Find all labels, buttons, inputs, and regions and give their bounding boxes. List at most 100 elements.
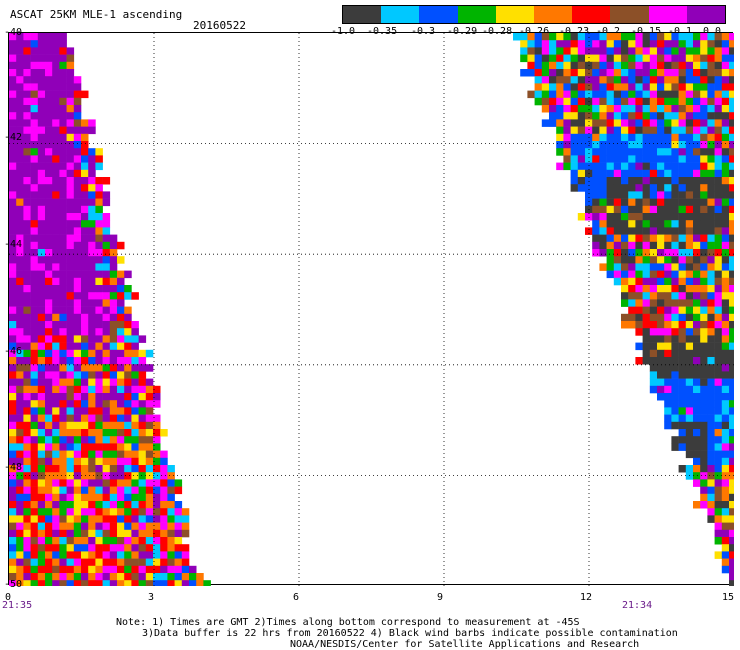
data-cell <box>729 76 734 84</box>
data-cell <box>37 277 46 286</box>
data-cell <box>721 285 730 293</box>
data-cell <box>671 126 679 135</box>
data-cell <box>95 385 103 394</box>
data-cell <box>721 486 730 495</box>
data-cell <box>73 400 82 408</box>
data-cell <box>23 205 31 214</box>
data-cell <box>37 54 46 63</box>
data-cell <box>628 270 636 279</box>
data-cell <box>37 501 46 509</box>
data-cell <box>657 393 665 401</box>
data-cell <box>73 90 82 99</box>
data-cell <box>16 573 24 581</box>
data-cell <box>570 83 579 91</box>
data-cell <box>628 119 636 127</box>
data-cell <box>700 349 708 358</box>
data-cell <box>671 76 679 84</box>
data-cell <box>81 472 89 480</box>
data-cell <box>671 40 679 48</box>
data-cell <box>37 205 46 214</box>
data-cell <box>642 76 651 84</box>
data-cell <box>729 378 734 387</box>
data-cell <box>88 465 96 473</box>
data-cell <box>621 105 629 113</box>
data-cell <box>729 335 734 343</box>
data-cell <box>102 364 111 372</box>
data-cell <box>95 472 103 480</box>
data-cell <box>649 112 658 120</box>
data-cell <box>52 126 60 135</box>
data-cell <box>700 177 708 185</box>
data-cell <box>549 97 557 106</box>
data-cell <box>563 76 571 84</box>
data-cell <box>45 177 53 185</box>
data-cell <box>73 285 82 293</box>
data-cell <box>45 486 53 495</box>
data-cell <box>124 371 132 379</box>
legend-label: -0.2 <box>596 26 621 37</box>
data-cell <box>671 306 679 315</box>
data-cell <box>721 364 730 372</box>
data-cell <box>678 378 687 387</box>
data-cell <box>45 155 53 163</box>
data-cell <box>9 285 17 293</box>
data-cell <box>52 400 60 408</box>
data-cell <box>37 306 46 315</box>
data-cell <box>23 436 31 444</box>
data-cell <box>66 141 75 149</box>
data-cell <box>160 529 168 538</box>
data-cell <box>88 371 96 379</box>
data-cell <box>664 76 672 84</box>
data-cell <box>189 565 197 574</box>
data-cell <box>66 234 75 243</box>
data-cell <box>714 198 723 207</box>
data-cell <box>73 522 82 531</box>
data-cell <box>145 393 154 401</box>
data-cell <box>59 537 67 545</box>
data-cell <box>577 162 586 171</box>
data-cell <box>664 285 672 293</box>
data-cell <box>102 335 111 343</box>
data-cell <box>664 40 672 48</box>
data-cell <box>95 457 103 466</box>
data-cell <box>671 321 679 329</box>
data-cell <box>153 429 161 437</box>
data-cell <box>59 213 67 221</box>
data-cell <box>153 450 161 459</box>
data-cell <box>721 342 730 351</box>
data-cell <box>9 105 17 113</box>
data-cell <box>95 220 103 228</box>
data-cell <box>642 321 651 329</box>
data-cell <box>649 76 658 84</box>
data-cell <box>109 277 118 286</box>
data-cell <box>9 529 17 538</box>
data-cell <box>628 40 636 48</box>
data-cell <box>671 371 679 379</box>
data-cell <box>599 97 607 106</box>
data-cell <box>23 112 31 120</box>
data-cell <box>52 414 60 423</box>
data-cell <box>664 299 672 307</box>
data-cell <box>45 105 53 113</box>
data-cell <box>9 277 17 286</box>
data-cell <box>700 328 708 336</box>
data-cell <box>635 234 643 243</box>
data-cell <box>138 378 147 387</box>
data-cell <box>145 493 154 502</box>
data-cell <box>81 393 89 401</box>
data-cell <box>693 227 701 235</box>
data-cell <box>88 126 96 135</box>
data-cell <box>693 105 701 113</box>
data-cell <box>23 407 31 415</box>
data-cell <box>714 457 723 466</box>
data-cell <box>649 126 658 135</box>
data-cell <box>88 349 96 358</box>
data-cell <box>16 148 24 156</box>
data-cell <box>138 558 147 567</box>
data-cell <box>88 529 96 538</box>
data-cell <box>131 544 139 552</box>
data-cell <box>88 234 96 243</box>
data-cell <box>729 54 734 63</box>
data-cell <box>606 76 615 84</box>
data-cell <box>714 263 723 271</box>
